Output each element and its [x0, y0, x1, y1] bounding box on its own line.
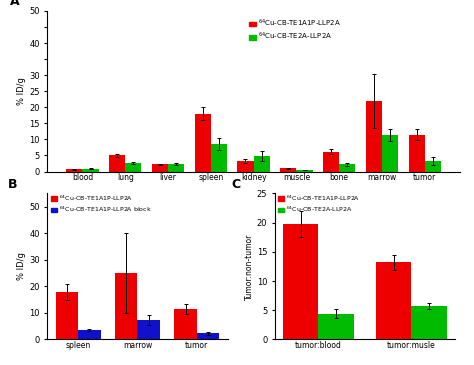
Bar	[78, 330, 100, 339]
Bar	[319, 314, 354, 339]
Legend: $^{64}$Cu-CB-TE1A1P-LLP2A, $^{64}$Cu-CB-TE2A-LLP2A: $^{64}$Cu-CB-TE1A1P-LLP2A, $^{64}$Cu-CB-…	[278, 194, 360, 214]
Text: A: A	[10, 0, 20, 8]
Bar	[254, 156, 270, 172]
Bar	[109, 155, 125, 172]
Bar	[280, 168, 296, 172]
Bar	[323, 151, 339, 172]
Bar	[296, 170, 313, 172]
Bar	[152, 165, 168, 172]
Bar	[168, 164, 184, 172]
Bar	[409, 135, 425, 172]
Y-axis label: Tumor:non-tumor: Tumor:non-tumor	[245, 233, 254, 300]
Legend: $^{64}$Cu-CB-TE1A1P-LLP2A, $^{64}$Cu-CB-TE2A-LLP2A: $^{64}$Cu-CB-TE1A1P-LLP2A, $^{64}$Cu-CB-…	[249, 18, 341, 42]
Bar	[82, 169, 99, 172]
Bar	[115, 273, 137, 339]
Bar	[125, 162, 141, 172]
Y-axis label: % ID/g: % ID/g	[18, 77, 27, 105]
Bar	[425, 161, 441, 172]
Bar	[174, 309, 197, 339]
Text: C: C	[232, 178, 241, 191]
Bar	[237, 161, 254, 172]
Y-axis label: % ID/g: % ID/g	[18, 253, 27, 280]
Bar	[55, 292, 78, 339]
Bar	[283, 224, 319, 339]
Bar	[382, 135, 398, 172]
Bar	[411, 306, 447, 339]
Bar	[366, 101, 382, 172]
Bar	[197, 333, 219, 339]
Legend: $^{64}$Cu-CB-TE1A1P-LLP2A, $^{64}$Cu-CB-TE1A1P-LLP2A block: $^{64}$Cu-CB-TE1A1P-LLP2A, $^{64}$Cu-CB-…	[51, 194, 152, 214]
Bar	[66, 169, 82, 172]
Bar	[339, 164, 356, 172]
Bar	[211, 144, 227, 172]
Text: B: B	[8, 178, 17, 191]
Bar	[376, 262, 411, 339]
Bar	[137, 320, 160, 339]
Bar	[194, 114, 211, 172]
